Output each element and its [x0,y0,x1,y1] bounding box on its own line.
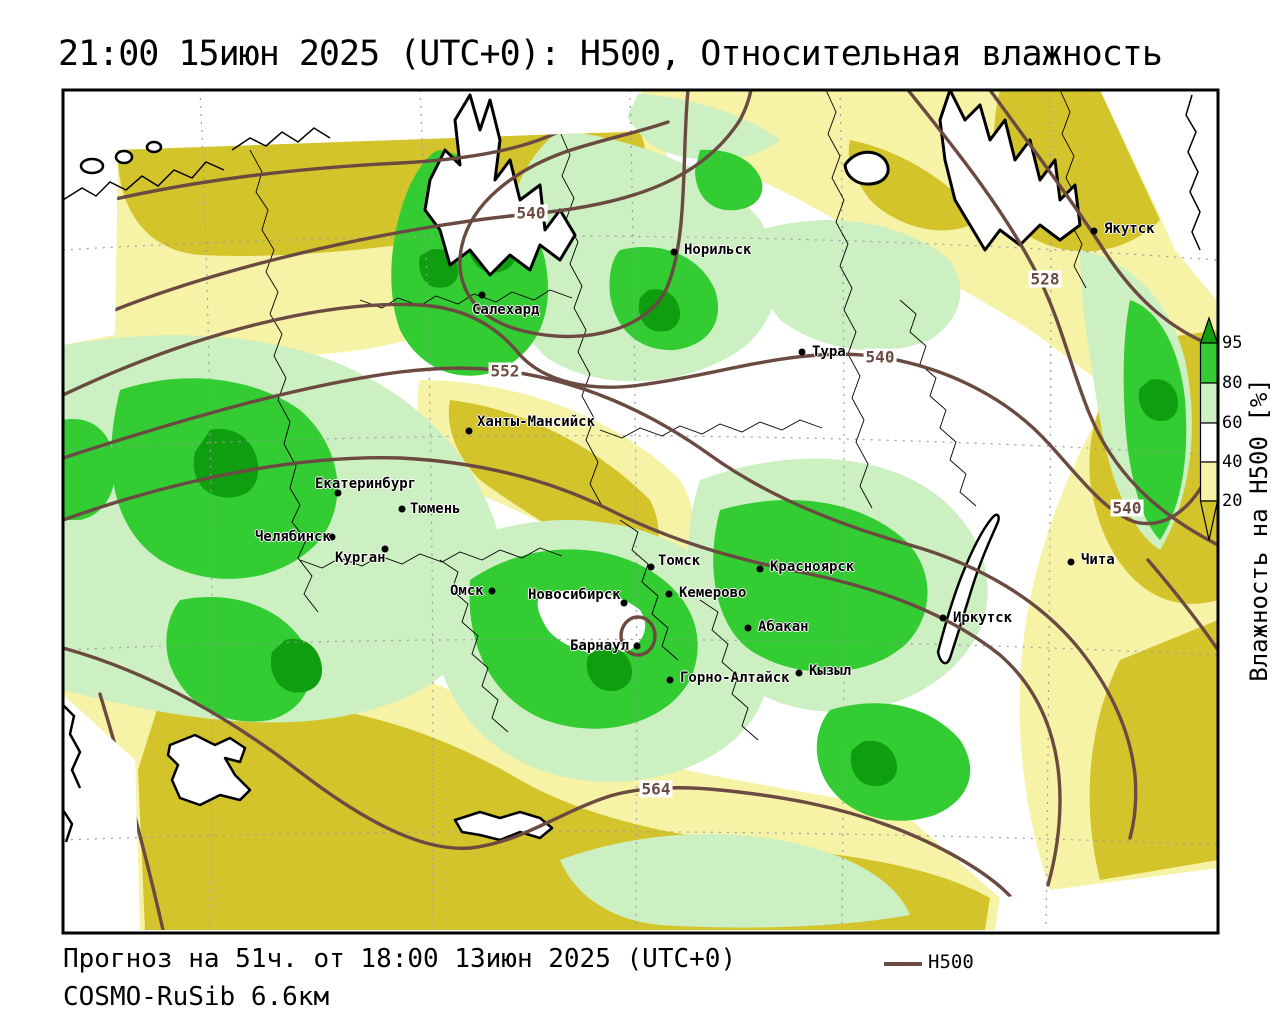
colorbar-title: Влажность на H500 [%] [1245,378,1273,682]
coastline-margins [63,94,1201,843]
h500-legend-line [884,962,922,966]
forecast-info: Прогноз на 51ч. от 18:00 13июн 2025 (UTC… [63,944,737,974]
humidity-region-40-60 [537,590,646,654]
map-frame [61,88,1220,935]
map-title: 21:00 15июн 2025 (UTC+0): H500, Относите… [58,34,1163,74]
colorbar [1199,316,1219,541]
coastlines [166,90,1082,842]
model-info: COSMO-RuSib 6.6км [63,982,330,1012]
h500-legend-label: H500 [928,951,974,973]
admin-borders [249,90,1087,741]
